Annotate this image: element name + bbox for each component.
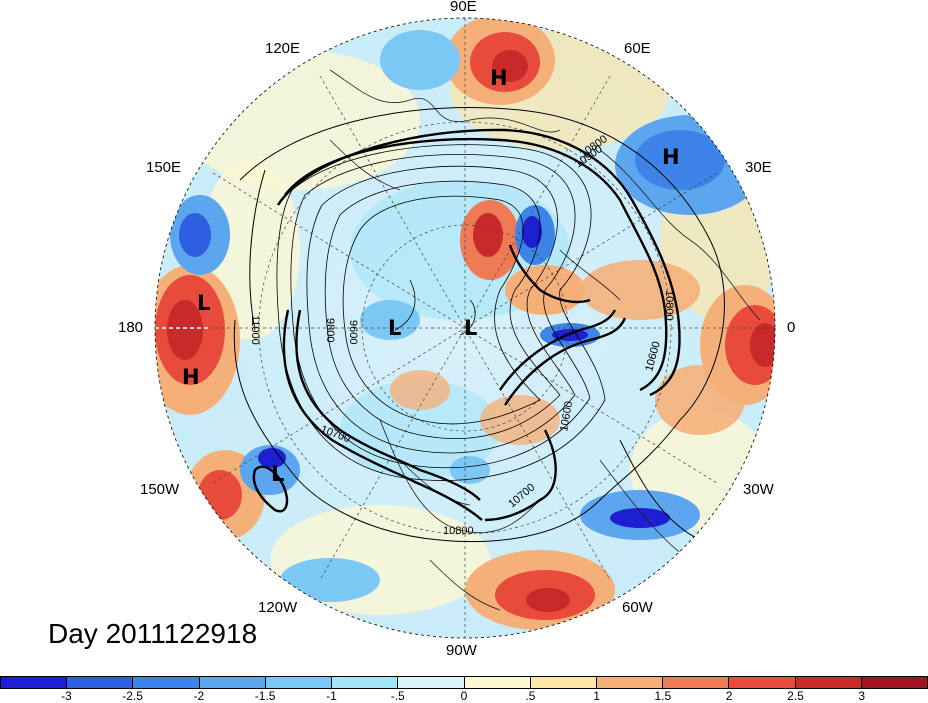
colorbar-swatch bbox=[464, 677, 531, 688]
contour-label: 11000 bbox=[249, 315, 261, 345]
contour-label: 10800 bbox=[443, 525, 474, 537]
lon-label-30w: 30W bbox=[743, 481, 774, 498]
colorbar-tick-label: 1.5 bbox=[654, 689, 672, 703]
contour-label: 9600 bbox=[347, 320, 359, 344]
colorbar-swatch bbox=[596, 677, 664, 688]
lon-label-60e: 60E bbox=[624, 40, 651, 57]
colorbar-swatch bbox=[795, 677, 862, 688]
height-contours bbox=[233, 107, 725, 543]
colorbar bbox=[0, 676, 928, 689]
colorbar-swatch bbox=[265, 677, 333, 688]
colorbar-swatch bbox=[663, 677, 730, 688]
colorbar-swatch bbox=[67, 677, 134, 688]
low-pressure-marker: L bbox=[464, 316, 478, 340]
colorbar-tick-label: -2 bbox=[193, 689, 205, 703]
colorbar-tick-label: 1 bbox=[593, 689, 600, 703]
contour-label: 10600 bbox=[558, 400, 575, 432]
high-pressure-marker: H bbox=[182, 365, 200, 389]
colorbar-tick-label: .5 bbox=[525, 689, 536, 703]
lon-label-150e: 150E bbox=[146, 159, 182, 176]
lon-label-120w: 120W bbox=[258, 599, 298, 616]
lon-label-120e: 120E bbox=[265, 40, 301, 57]
lon-label-30e: 30E bbox=[745, 159, 772, 176]
colorbar-tick-label: -.5 bbox=[390, 689, 405, 703]
colorbar-swatch bbox=[1, 677, 68, 688]
graticule bbox=[155, 18, 775, 638]
colorbar-tick-label: 2 bbox=[725, 689, 733, 703]
colorbar-tick-label: -1 bbox=[326, 689, 337, 703]
low-pressure-marker: L bbox=[197, 291, 211, 315]
contour-label: 9800 bbox=[324, 318, 336, 342]
colorbar-swatch bbox=[332, 677, 399, 688]
colorbar-tick-label: 3 bbox=[858, 689, 866, 703]
contour-label: 10800 bbox=[663, 290, 675, 321]
colorbar-swatch bbox=[398, 677, 465, 688]
low-pressure-marker: L bbox=[388, 316, 402, 340]
colorbar-swatch bbox=[199, 677, 266, 688]
colorbar-swatch bbox=[530, 677, 597, 688]
colorbar-tick-label: 0 bbox=[460, 689, 468, 703]
lon-label-60w: 60W bbox=[622, 599, 653, 616]
colorbar-tick-label: 2.5 bbox=[787, 689, 804, 703]
colorbar-swatch bbox=[729, 677, 796, 688]
low-pressure-marker: L bbox=[271, 462, 285, 486]
lon-label-0: 0 bbox=[787, 319, 796, 336]
high-pressure-marker: H bbox=[490, 66, 508, 90]
colorbar-swatch bbox=[133, 677, 200, 688]
lon-label-180: 180 bbox=[118, 319, 144, 336]
colorbar-tick-label: -2.5 bbox=[122, 689, 143, 703]
lon-label-150w: 150W bbox=[140, 481, 180, 498]
colorbar-tick-label: -3 bbox=[60, 689, 72, 703]
high-pressure-marker: H bbox=[662, 145, 680, 169]
colorbar-swatch bbox=[861, 677, 928, 688]
colorbar-tick-label: -1.5 bbox=[254, 689, 276, 703]
figure-title: Day 2011122918 bbox=[48, 618, 258, 649]
lon-label-90w: 90W bbox=[446, 642, 477, 659]
lon-label-90e: 90E bbox=[450, 0, 477, 15]
map-boundary bbox=[154, 17, 776, 639]
